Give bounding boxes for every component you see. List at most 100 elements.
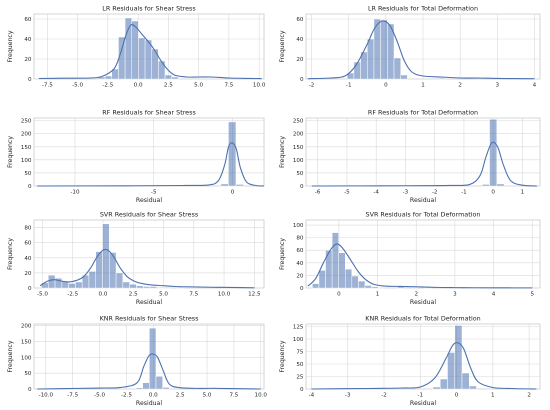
kde-curve [39,248,255,289]
chart-title: SVR Residuals for Shear Stress [100,211,199,219]
x-tick-labels: -6 -5 -4 -3 -2 -1 0 1 [315,190,525,196]
histogram-bar [151,48,159,80]
y-axis-label: Frequency [7,340,14,372]
x-tick-label: -2 [432,190,438,196]
x-tick-labels: -2 -1 0 1 2 3 4 [309,83,537,89]
histogram-bar [135,387,143,390]
x-tick-label: 5.0 [194,83,203,89]
y-tick-label: 20 [24,271,32,277]
panel-knr-deformation: -4 -3 -2 -1 0 1 2 0 25 50 75 100 125 KNR Residuals … [279,315,541,407]
x-tick-label: 7.5 [189,292,198,298]
plot-area [305,323,541,390]
histogram-bars [481,119,505,187]
histogram-bar [358,280,366,289]
x-tick-label: 4 [492,292,496,298]
histogram-bar [454,325,463,390]
y-axis-label: Frequency [279,238,286,270]
x-tick-label: -4 [309,393,315,399]
y-axis-label: Frequency [279,340,286,372]
histogram-bar [164,74,172,80]
chart-title: LR Residuals for Shear Stress [102,5,196,13]
histogram-bar [136,285,144,289]
histogram-bar [496,183,505,187]
chart-title: KNR Residuals for Shear Stress [100,315,200,323]
histogram-bar [122,281,130,289]
y-tick-label: 0 [28,387,32,393]
x-axis-label: Residual [410,400,436,407]
histogram-bar [142,382,150,390]
x-tick-label: 0 [231,190,235,196]
panel-svr-shear: -5.0 -2.5 0.0 2.5 5.0 7.5 10.0 12.5 0 20 40 60 80 S… [7,211,265,306]
x-tick-label: -4 [373,190,379,196]
x-tick-label: 4 [533,83,537,89]
x-tick-label: 1 [376,292,380,298]
x-tick-label: 0.0 [149,393,158,399]
y-tick-label: 75 [296,350,304,356]
x-tick-label: -3 [403,190,409,196]
y-axis-label: Frequency [7,238,14,270]
histogram-bar [437,77,446,80]
y-tick-label: 50 [296,362,304,368]
y-tick-label: 25 [296,375,304,381]
y-tick-label: 20 [24,57,32,63]
x-tick-label: 2.5 [176,393,185,399]
y-axis-label: Frequency [279,136,286,168]
y-tick-labels: 0 25 50 75 100 125 [293,325,304,394]
x-tick-label: -1 [346,83,352,89]
y-tick-label: 60 [24,241,32,247]
x-tick-label: 5.0 [159,292,168,298]
y-axis-label: Frequency [7,136,14,168]
x-tick-label: 5.0 [203,393,212,399]
histogram-bar [469,385,477,390]
x-tick-label: 7.5 [224,83,233,89]
histogram-bar [75,281,83,289]
histogram-bar [131,20,139,80]
x-tick-label: 10.0 [255,393,268,399]
x-tick-label: 2 [414,292,418,298]
x-tick-label: 2 [527,393,531,399]
x-tick-label: -5 [344,190,350,196]
y-tick-label: 150 [21,145,32,151]
histogram-bar [102,223,110,289]
histogram-bar [481,184,490,187]
x-tick-label: -6 [315,190,321,196]
kde-curve [307,243,533,289]
histogram-bar [318,270,326,289]
x-tick-label: 1 [521,190,525,196]
y-axis-label: Frequency [7,30,14,62]
x-tick-label: -1 [417,393,423,399]
y-tick-label: 20 [296,273,304,279]
y-tick-label: 50 [24,371,32,377]
y-tick-label: 40 [24,256,32,262]
histogram-bar [461,372,470,390]
y-tick-label: 100 [21,355,32,361]
y-tick-labels: 0 20 40 60 [296,17,304,83]
y-tick-label: 100 [293,158,304,164]
histogram-bar [155,376,163,390]
chart-title: SVR Residuals for Total Deformation [366,211,481,219]
histogram-bar [220,183,229,187]
histogram-bar [432,386,441,390]
histogram-bar [367,38,375,80]
kde-curve [307,20,535,80]
x-tick-label: -5.0 [72,83,83,89]
x-tick-label: 0.0 [134,83,143,89]
grid [306,14,540,80]
plot-area [305,117,541,187]
histogram-bar [109,252,117,289]
histogram-bars [135,327,216,390]
histogram-bars [312,232,432,289]
x-axis-label: Residual [136,197,162,204]
panel-knr-shear: -10.0 -7.5 -5.0 -2.5 0.0 2.5 5.0 7.5 10.0 0 50 100… [7,315,267,408]
histogram-bar [380,19,388,80]
x-tick-label: 12.5 [248,292,261,298]
y-tick-label: 20 [296,57,304,63]
x-tick-labels: -10 -5 0 [70,190,234,196]
histogram-bar [377,287,385,289]
histogram-bar [124,17,132,80]
x-tick-label: -2.5 [102,83,113,89]
histogram-bars [220,121,244,187]
x-tick-label: 7.5 [229,393,238,399]
y-tick-label: 60 [296,248,304,254]
x-tick-label: 1 [491,393,495,399]
